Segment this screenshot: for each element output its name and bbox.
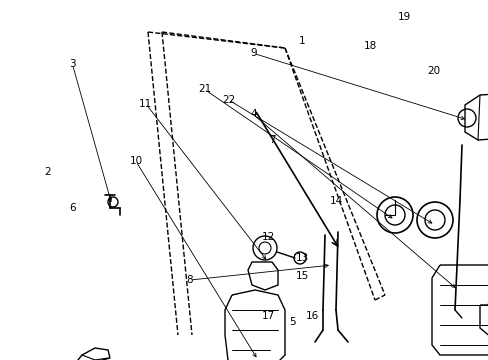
Text: 13: 13 (295, 253, 308, 264)
Text: 21: 21 (197, 84, 211, 94)
Text: 2: 2 (44, 167, 51, 177)
Text: 11: 11 (139, 99, 152, 109)
Text: 12: 12 (261, 232, 274, 242)
Text: 16: 16 (305, 311, 318, 321)
Text: 5: 5 (288, 317, 295, 327)
Text: 15: 15 (295, 271, 308, 282)
Text: 19: 19 (397, 12, 411, 22)
Text: 1: 1 (298, 36, 305, 46)
Text: 20: 20 (427, 66, 440, 76)
Text: 3: 3 (69, 59, 76, 69)
Text: 14: 14 (329, 196, 343, 206)
Text: 10: 10 (129, 156, 142, 166)
Text: 9: 9 (249, 48, 256, 58)
Text: 8: 8 (186, 275, 193, 285)
Text: 22: 22 (222, 95, 235, 105)
Text: 4: 4 (249, 109, 256, 120)
Text: 7: 7 (269, 135, 276, 145)
Text: 6: 6 (69, 203, 76, 213)
Text: 18: 18 (363, 41, 377, 51)
Text: 17: 17 (261, 311, 274, 321)
